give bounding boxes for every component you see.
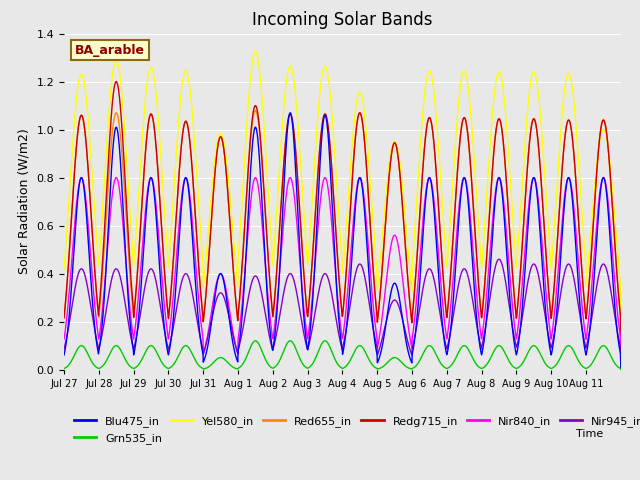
Legend: Blu475_in, Grn535_in, Yel580_in, Red655_in, Redg715_in, Nir840_in, Nir945_in: Blu475_in, Grn535_in, Yel580_in, Red655_… bbox=[70, 412, 640, 448]
Text: Time: Time bbox=[576, 429, 604, 439]
Y-axis label: Solar Radiation (W/m2): Solar Radiation (W/m2) bbox=[18, 129, 31, 275]
Title: Incoming Solar Bands: Incoming Solar Bands bbox=[252, 11, 433, 29]
Text: BA_arable: BA_arable bbox=[75, 44, 145, 57]
